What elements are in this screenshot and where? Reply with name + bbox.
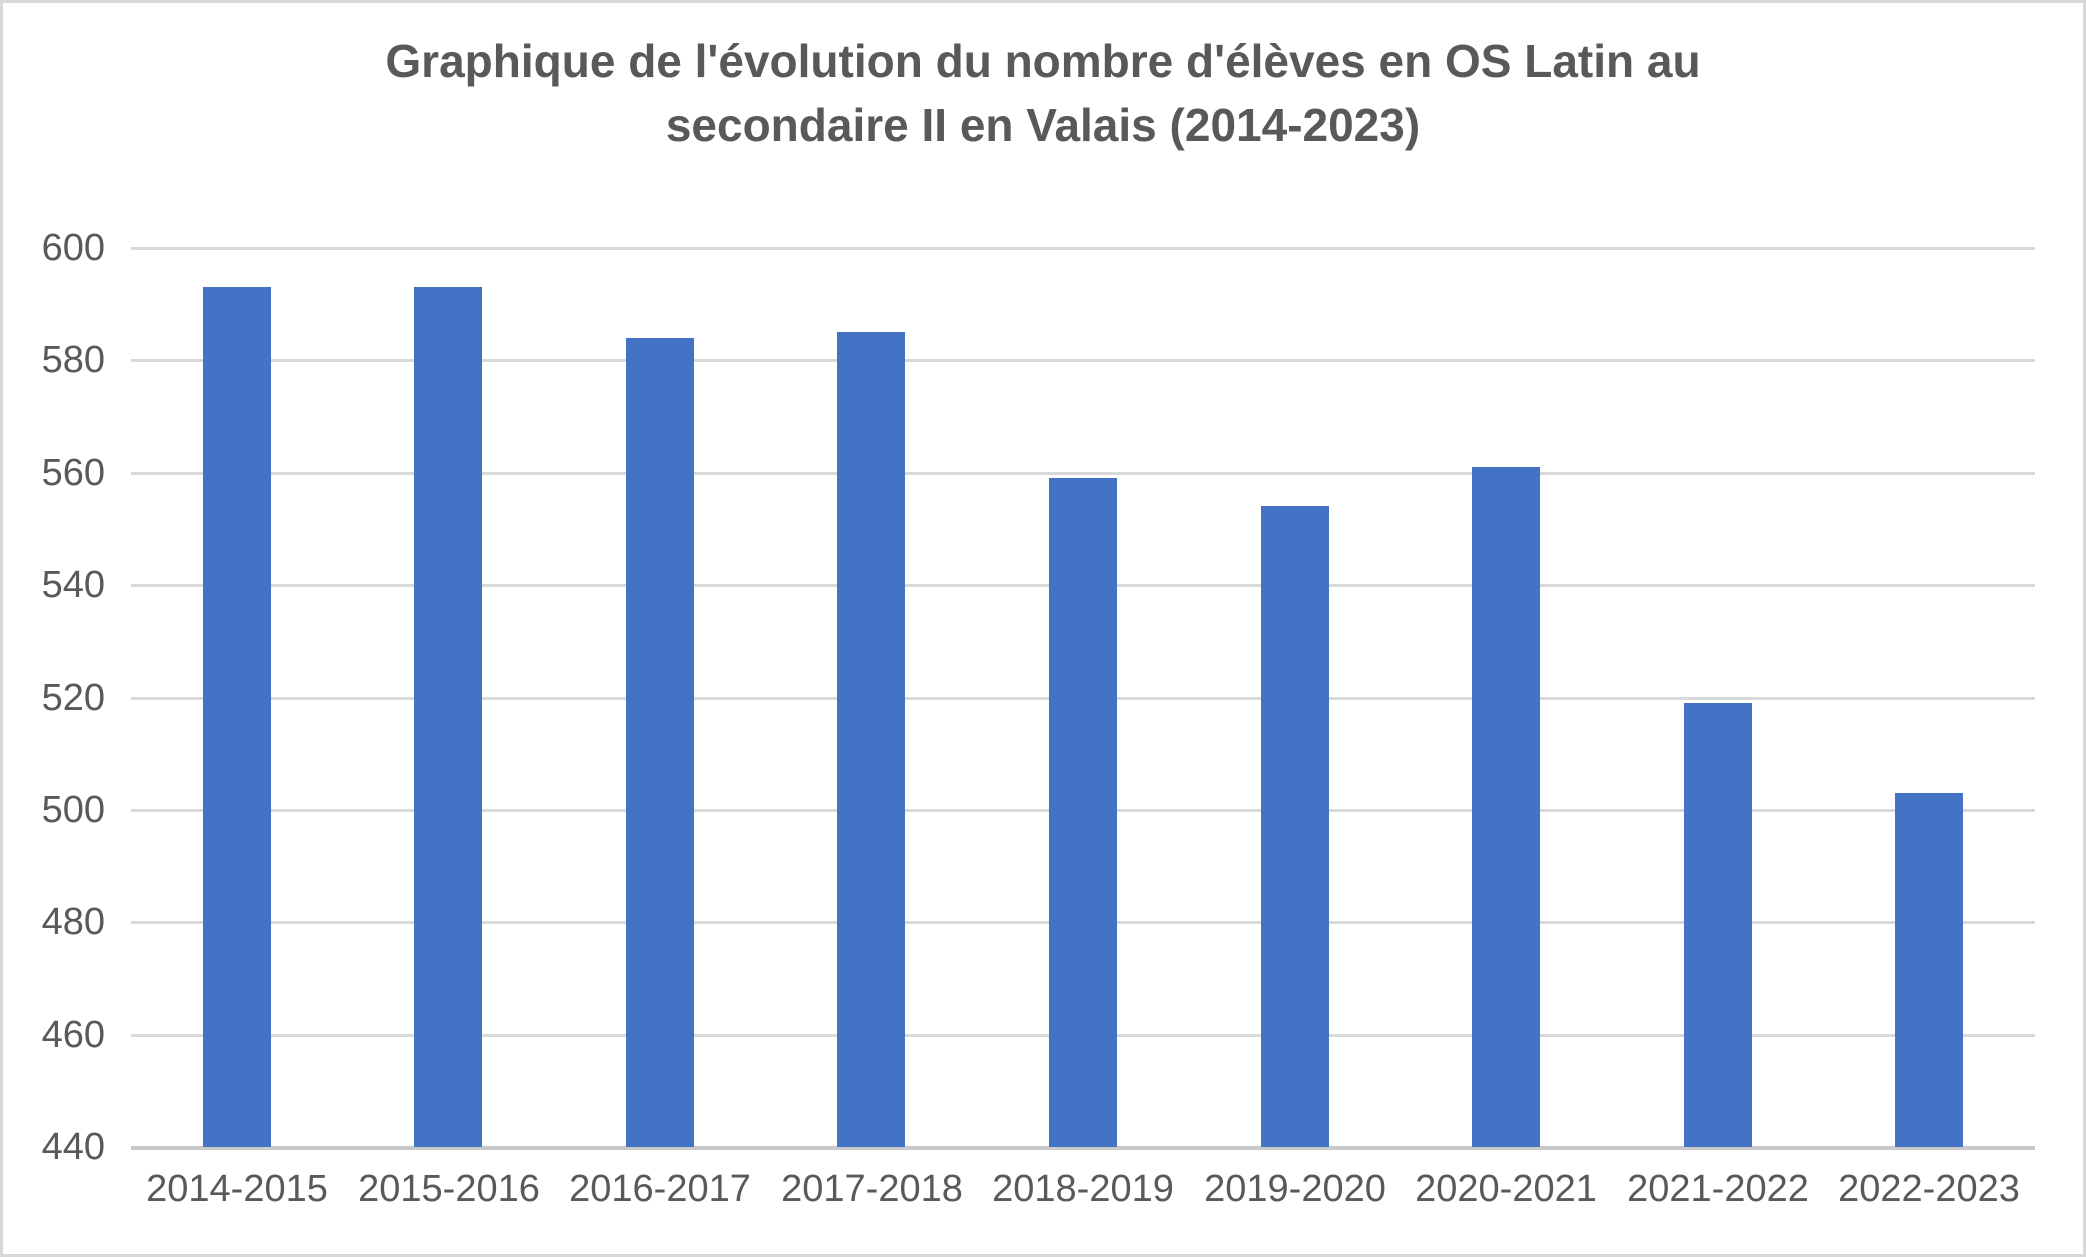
y-axis-tick-label: 480 xyxy=(41,901,105,943)
y-axis-tick-label: 520 xyxy=(41,677,105,719)
bar-2022-2023[interactable] xyxy=(1895,793,1963,1147)
y-axis-tick-label: 460 xyxy=(41,1014,105,1056)
plot-area xyxy=(131,247,2035,1150)
bar-2021-2022[interactable] xyxy=(1684,703,1752,1147)
x-axis-tick-label: 2014-2015 xyxy=(146,1168,328,1210)
gridline-580 xyxy=(131,359,2035,362)
bar-2017-2018[interactable] xyxy=(837,332,905,1147)
x-axis-tick-label: 2021-2022 xyxy=(1627,1168,1809,1210)
bar-2015-2016[interactable] xyxy=(414,287,482,1147)
x-axis-tick-label: 2018-2019 xyxy=(992,1168,1174,1210)
y-axis-tick-label: 440 xyxy=(41,1126,105,1168)
gridline-600 xyxy=(131,247,2035,250)
x-axis-tick-label: 2022-2023 xyxy=(1838,1168,2020,1210)
x-axis-tick-label: 2019-2020 xyxy=(1204,1168,1386,1210)
x-axis-tick-label: 2020-2021 xyxy=(1415,1168,1597,1210)
chart-title-line-1: Graphique de l'évolution du nombre d'élè… xyxy=(385,35,1701,87)
y-axis-tick-label: 500 xyxy=(41,789,105,831)
x-axis-line xyxy=(131,1146,2035,1150)
bar-2014-2015[interactable] xyxy=(203,287,271,1147)
y-axis-tick-label: 600 xyxy=(41,227,105,269)
y-axis-tick-label: 560 xyxy=(41,452,105,494)
gridline-560 xyxy=(131,472,2035,475)
chart-title-line-2: secondaire II en Valais (2014-2023) xyxy=(665,99,1421,151)
bar-2018-2019[interactable] xyxy=(1049,478,1117,1147)
chart-title: Graphique de l'évolution du nombre d'élè… xyxy=(3,29,2083,157)
x-axis-tick-label: 2015-2016 xyxy=(358,1168,540,1210)
bar-2019-2020[interactable] xyxy=(1261,506,1329,1147)
y-axis-tick-label: 580 xyxy=(41,339,105,381)
x-axis-tick-label: 2017-2018 xyxy=(781,1168,963,1210)
bar-2016-2017[interactable] xyxy=(626,338,694,1147)
y-axis-tick-label: 540 xyxy=(41,564,105,606)
x-axis-tick-label: 2016-2017 xyxy=(569,1168,751,1210)
bar-2020-2021[interactable] xyxy=(1472,467,1540,1147)
